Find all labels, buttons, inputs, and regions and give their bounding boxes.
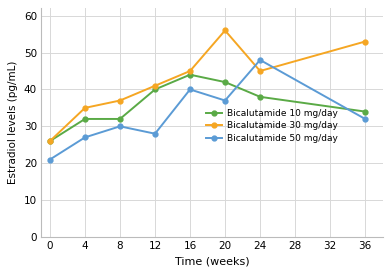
Bicalutamide 10 mg/day (363, 110, 368, 113)
Bicalutamide 30 mg/day (363, 40, 368, 43)
Bicalutamide 50 mg/day (363, 117, 368, 121)
Bicalutamide 10 mg/day (223, 80, 228, 84)
Line: Bicalutamide 50 mg/day: Bicalutamide 50 mg/day (47, 57, 368, 162)
Line: Bicalutamide 10 mg/day: Bicalutamide 10 mg/day (47, 72, 368, 144)
Bicalutamide 10 mg/day (48, 139, 52, 143)
Bicalutamide 30 mg/day (83, 106, 87, 109)
Bicalutamide 30 mg/day (118, 99, 122, 102)
Bicalutamide 10 mg/day (152, 88, 157, 91)
Bicalutamide 10 mg/day (83, 117, 87, 121)
Line: Bicalutamide 30 mg/day: Bicalutamide 30 mg/day (47, 28, 368, 144)
Bicalutamide 30 mg/day (223, 29, 228, 32)
Bicalutamide 30 mg/day (152, 84, 157, 87)
Legend: Bicalutamide 10 mg/day, Bicalutamide 30 mg/day, Bicalutamide 50 mg/day: Bicalutamide 10 mg/day, Bicalutamide 30 … (206, 109, 338, 143)
Bicalutamide 50 mg/day (188, 88, 192, 91)
X-axis label: Time (weeks): Time (weeks) (175, 257, 249, 267)
Bicalutamide 10 mg/day (118, 117, 122, 121)
Bicalutamide 50 mg/day (223, 99, 228, 102)
Bicalutamide 50 mg/day (118, 125, 122, 128)
Bicalutamide 30 mg/day (258, 69, 262, 73)
Bicalutamide 10 mg/day (188, 73, 192, 76)
Bicalutamide 30 mg/day (188, 69, 192, 73)
Bicalutamide 50 mg/day (83, 136, 87, 139)
Bicalutamide 10 mg/day (258, 95, 262, 98)
Bicalutamide 50 mg/day (152, 132, 157, 135)
Bicalutamide 30 mg/day (48, 139, 52, 143)
Y-axis label: Estradiol levels (pg/mL): Estradiol levels (pg/mL) (8, 61, 18, 184)
Bicalutamide 50 mg/day (48, 158, 52, 161)
Bicalutamide 50 mg/day (258, 58, 262, 62)
